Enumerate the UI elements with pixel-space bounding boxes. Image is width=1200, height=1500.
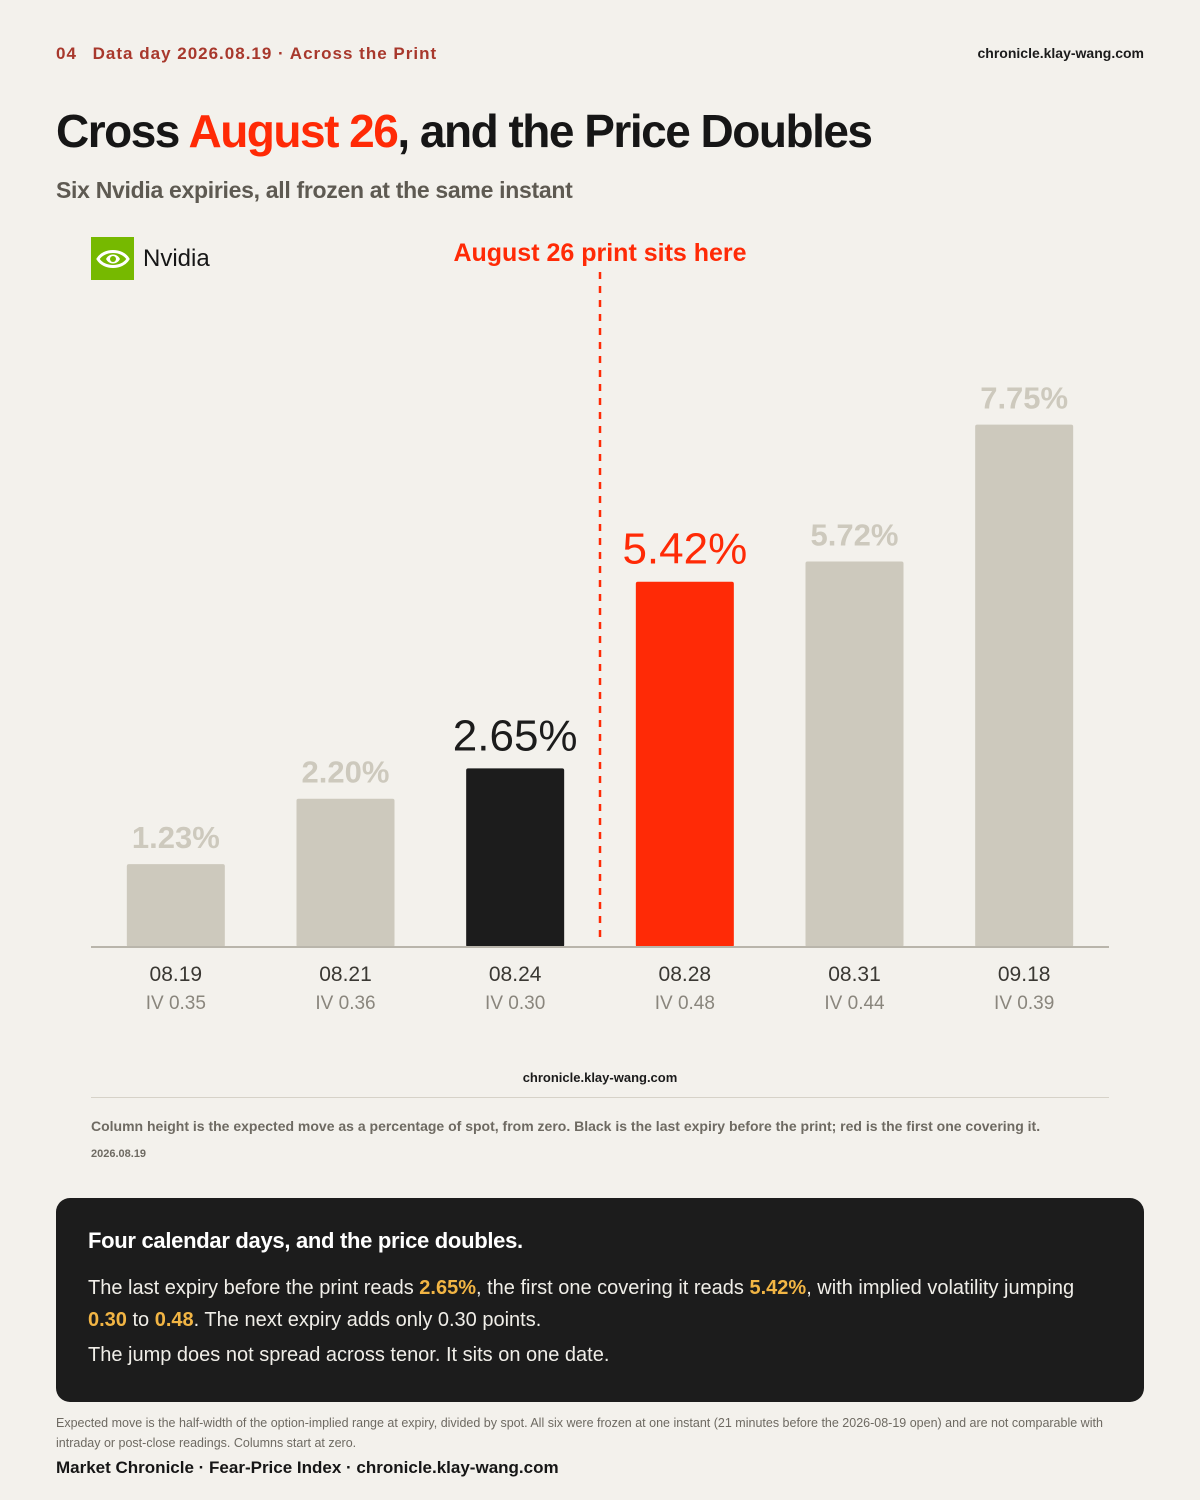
bar-value-label: 7.75% [980, 381, 1068, 416]
x-tick-sublabel: IV 0.30 [485, 993, 545, 1014]
title-part-2: , and the Price Doubles [397, 105, 873, 157]
brand-name: Nvidia [143, 244, 210, 272]
bar-08.24 [466, 768, 565, 947]
callout-text: The last expiry before the print reads [88, 1277, 420, 1299]
title-highlight: August 26 [188, 105, 398, 157]
x-tick-label: 08.24 [489, 963, 542, 986]
callout-text: , the first one covering it reads [476, 1277, 750, 1299]
footer-credit: Market Chronicle · Fear-Price Index · ch… [56, 1458, 559, 1477]
x-tick-label: 09.18 [998, 963, 1051, 986]
bar-value-label: 1.23% [132, 820, 220, 855]
bar-value-label: 2.20% [302, 755, 390, 790]
bar-08.21 [296, 798, 395, 947]
bar-value-label: 5.72% [811, 517, 899, 552]
callout-box: Four calendar days, and the price double… [56, 1198, 1144, 1402]
nvidia-eye-logo-icon [91, 237, 134, 280]
x-tick-label: 08.31 [828, 963, 881, 986]
x-tick-sublabel: IV 0.39 [994, 993, 1054, 1014]
x-tick-sublabel: IV 0.44 [824, 993, 885, 1014]
chart-site-link[interactable]: chronicle.klay-wang.com [522, 1070, 678, 1085]
page-subtitle: Six Nvidia expiries, all frozen at the s… [56, 177, 573, 203]
brand: Nvidia [91, 237, 210, 280]
bar-value-label: 2.65% [453, 711, 578, 760]
callout-value: 0.30 [88, 1309, 127, 1331]
issue-number: 04 [56, 44, 77, 63]
bar-08.31 [805, 561, 904, 947]
bar-08.28 [635, 581, 734, 947]
footnote: Expected move is the half-width of the o… [56, 1416, 1103, 1450]
x-tick-label: 08.28 [659, 963, 712, 986]
page-title: Cross August 26, and the Price Doubles [56, 104, 873, 158]
bar-08.19 [126, 864, 225, 947]
chart-container: 1.23% 08.19 IV 0.35 2.20% 08.21 IV 0.36 2.65% 0… [0, 220, 1200, 1045]
site-link-top[interactable]: chronicle.klay-wang.com [977, 45, 1145, 61]
callout-paragraph: The last expiry before the print reads 2… [88, 1272, 1112, 1336]
callout-text: . The next expiry adds only 0.30 points. [193, 1309, 542, 1331]
bar-value-label: 5.42% [622, 525, 747, 574]
callout-value: 0.48 [154, 1309, 194, 1331]
divider [91, 1097, 1109, 1098]
callout-text: , with implied volatility jumping [806, 1277, 1075, 1299]
annotation-label: August 26 print sits here [453, 239, 746, 267]
chart-date: 2026.08.19 [91, 1148, 147, 1160]
callout-conclusion: The jump does not spread across tenor. I… [88, 1344, 610, 1366]
x-tick-label: 08.21 [319, 963, 372, 986]
title-part-1: Cross [56, 105, 189, 157]
x-tick-sublabel: IV 0.36 [315, 993, 375, 1014]
x-tick-label: 08.19 [150, 963, 203, 986]
kicker-text: Data day 2026.08.19 · Across the Print [92, 44, 438, 63]
kicker: 04 Data day 2026.08.19 · Across the Prin… [56, 44, 437, 64]
callout-value: 2.65% [419, 1277, 476, 1299]
callout-text: to [126, 1309, 155, 1331]
x-tick-sublabel: IV 0.48 [655, 993, 715, 1014]
x-tick-sublabel: IV 0.35 [146, 993, 206, 1014]
bar-09.18 [975, 424, 1074, 947]
bar-chart: 1.23% 08.19 IV 0.35 2.20% 08.21 IV 0.36 2.65% 0… [91, 239, 1109, 1014]
chart-note: Column height is the expected move as a … [91, 1118, 1041, 1134]
callout-value: 5.42% [749, 1277, 807, 1299]
callout-heading: Four calendar days, and the price double… [88, 1228, 523, 1253]
